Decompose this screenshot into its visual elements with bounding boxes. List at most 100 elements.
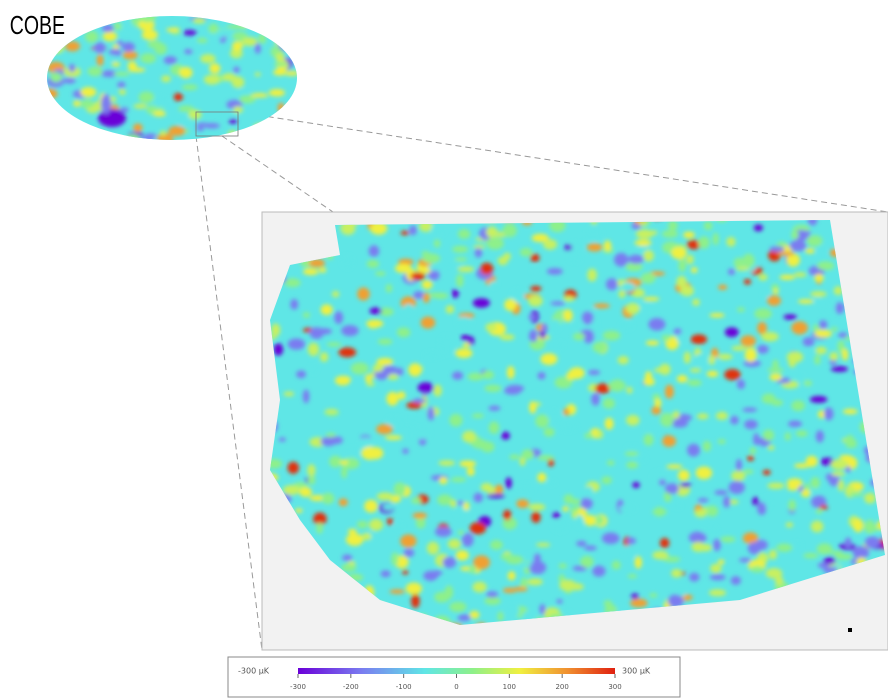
blob: [450, 499, 457, 508]
blob: [447, 538, 461, 550]
blob: [671, 568, 682, 578]
blob: [503, 252, 511, 261]
colorbar: -300 μK 300 μK -300 -200 -100 0 100 200 300: [227, 656, 681, 698]
blob: [184, 48, 194, 55]
blob: [676, 587, 686, 598]
blob: [331, 290, 340, 298]
blob: [720, 536, 736, 543]
blob: [623, 544, 636, 559]
blob: [529, 401, 537, 414]
blob: [356, 520, 369, 529]
blob: [795, 430, 808, 437]
blob: [762, 291, 770, 298]
blob: [723, 496, 731, 508]
blob: [228, 118, 238, 124]
blob: [384, 435, 402, 440]
blob: [231, 41, 243, 51]
blob: [420, 316, 436, 329]
blob: [438, 460, 456, 466]
colorbar-tick-label: -100: [396, 683, 412, 691]
blob: [178, 105, 195, 112]
blob: [154, 43, 167, 55]
colorbar-tick-label: -200: [343, 683, 359, 691]
blob: [282, 484, 300, 496]
blob: [672, 410, 680, 419]
colorbar-tick-label: 100: [503, 683, 516, 691]
blob: [283, 22, 297, 28]
blob: [573, 332, 586, 341]
blob: [209, 63, 221, 74]
blob: [584, 515, 597, 527]
blob: [426, 541, 440, 555]
blob: [532, 384, 542, 392]
blob: [302, 312, 311, 318]
blob: [775, 575, 784, 586]
blob: [138, 16, 157, 23]
blob: [263, 123, 277, 131]
blob: [396, 327, 411, 338]
blob: [403, 303, 414, 314]
blob: [302, 389, 310, 404]
blob: [290, 298, 299, 310]
blob: [451, 289, 459, 299]
blob: [144, 133, 157, 139]
blob: [742, 532, 759, 544]
blob: [528, 313, 536, 321]
blob: [500, 553, 514, 561]
blob: [179, 66, 193, 79]
blob: [203, 74, 220, 85]
blob: [113, 71, 131, 76]
blob: [830, 327, 838, 332]
blob: [844, 537, 852, 549]
blob: [79, 99, 95, 109]
blob: [133, 103, 148, 109]
blob: [602, 398, 615, 409]
blob: [111, 62, 121, 67]
blob: [445, 305, 455, 314]
blob: [309, 327, 324, 339]
blob: [740, 335, 756, 347]
blob: [422, 292, 430, 303]
blob: [156, 132, 174, 140]
zoom-box: [195, 111, 239, 137]
blob: [380, 570, 391, 578]
blob: [792, 542, 802, 548]
blob: [831, 471, 846, 477]
blob: [238, 88, 250, 94]
blob: [767, 445, 775, 451]
blob: [742, 407, 758, 412]
blob: [140, 53, 157, 64]
blob: [364, 499, 378, 513]
blob: [138, 91, 155, 104]
blob: [308, 258, 326, 268]
blob: [255, 16, 266, 23]
blob: [268, 18, 277, 28]
blob: [537, 455, 554, 461]
colorbar-max-label: 300 μK: [622, 667, 651, 676]
blob: [473, 244, 486, 250]
blob: [582, 311, 594, 325]
blob: [273, 343, 284, 356]
blob: [509, 454, 520, 460]
blob: [664, 483, 680, 494]
blob: [474, 247, 483, 258]
blob: [120, 107, 129, 113]
blob: [341, 255, 354, 268]
blob: [709, 574, 726, 581]
blob: [98, 109, 126, 127]
blob: [550, 301, 566, 306]
blob: [159, 130, 167, 137]
blob: [275, 35, 289, 47]
blob: [47, 102, 55, 112]
blob: [89, 16, 100, 23]
blob: [559, 423, 577, 431]
blob: [605, 278, 618, 291]
blob: [467, 372, 484, 381]
blob: [753, 224, 764, 232]
blob: [226, 24, 244, 30]
blob: [402, 570, 409, 575]
blob: [320, 304, 333, 316]
blob: [511, 289, 525, 303]
blob: [324, 409, 338, 414]
